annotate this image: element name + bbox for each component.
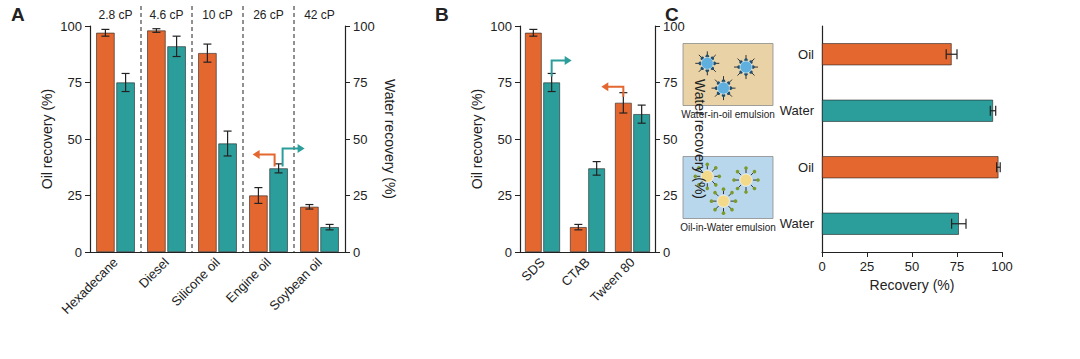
- svg-text:25: 25: [860, 259, 874, 274]
- svg-text:Water: Water: [780, 103, 815, 118]
- svg-text:100: 100: [490, 19, 512, 34]
- svg-text:75: 75: [498, 75, 512, 90]
- svg-text:Silicone oil: Silicone oil: [168, 255, 223, 310]
- svg-text:75: 75: [663, 75, 677, 90]
- svg-text:Tween 80: Tween 80: [587, 255, 637, 305]
- svg-text:50: 50: [663, 132, 677, 147]
- svg-text:2.8 cP: 2.8 cP: [98, 8, 132, 22]
- svg-text:0: 0: [75, 245, 82, 260]
- svg-text:50: 50: [498, 132, 512, 147]
- svg-text:Water-in-oil emulsion: Water-in-oil emulsion: [681, 109, 775, 120]
- svg-text:25: 25: [353, 188, 367, 203]
- svg-text:Diesel: Diesel: [136, 255, 172, 291]
- svg-text:50: 50: [353, 132, 367, 147]
- svg-text:25: 25: [68, 188, 82, 203]
- svg-text:Oil recovery (%): Oil recovery (%): [469, 89, 485, 189]
- svg-text:Oil: Oil: [798, 47, 814, 62]
- svg-text:Engine oil: Engine oil: [223, 255, 274, 306]
- svg-text:75: 75: [950, 259, 964, 274]
- svg-text:Soybean oil: Soybean oil: [266, 255, 325, 314]
- svg-text:50: 50: [68, 132, 82, 147]
- svg-text:100: 100: [663, 18, 685, 34]
- svg-text:100: 100: [60, 19, 82, 34]
- svg-text:75: 75: [68, 75, 82, 90]
- svg-text:Water recovery (%): Water recovery (%): [382, 79, 398, 199]
- svg-text:0: 0: [353, 245, 360, 260]
- svg-text:A: A: [11, 4, 25, 25]
- svg-text:75: 75: [353, 75, 367, 90]
- svg-text:B: B: [435, 4, 449, 25]
- svg-text:Oil recovery (%): Oil recovery (%): [39, 89, 55, 189]
- svg-text:26 cP: 26 cP: [253, 8, 284, 22]
- svg-text:Oil-in-Water emulsion: Oil-in-Water emulsion: [680, 222, 776, 233]
- svg-text:4.6 cP: 4.6 cP: [149, 8, 183, 22]
- svg-text:25: 25: [663, 188, 677, 203]
- svg-text:Water: Water: [780, 216, 815, 231]
- svg-text:CTAB: CTAB: [558, 255, 592, 289]
- svg-text:100: 100: [991, 259, 1013, 274]
- svg-text:25: 25: [498, 188, 512, 203]
- svg-text:100: 100: [353, 19, 375, 34]
- svg-text:Hexadecane: Hexadecane: [59, 255, 121, 317]
- svg-text:0: 0: [505, 245, 512, 260]
- svg-text:C: C: [665, 4, 679, 25]
- svg-text:SDS: SDS: [518, 254, 548, 284]
- svg-text:0: 0: [818, 259, 825, 274]
- svg-text:42 cP: 42 cP: [304, 8, 335, 22]
- svg-text:0: 0: [663, 245, 670, 260]
- svg-text:50: 50: [905, 259, 919, 274]
- svg-text:10 cP: 10 cP: [202, 8, 233, 22]
- svg-text:Recovery (%): Recovery (%): [870, 277, 955, 293]
- svg-text:Oil: Oil: [798, 160, 814, 175]
- svg-text:Water recovery (%): Water recovery (%): [692, 79, 708, 199]
